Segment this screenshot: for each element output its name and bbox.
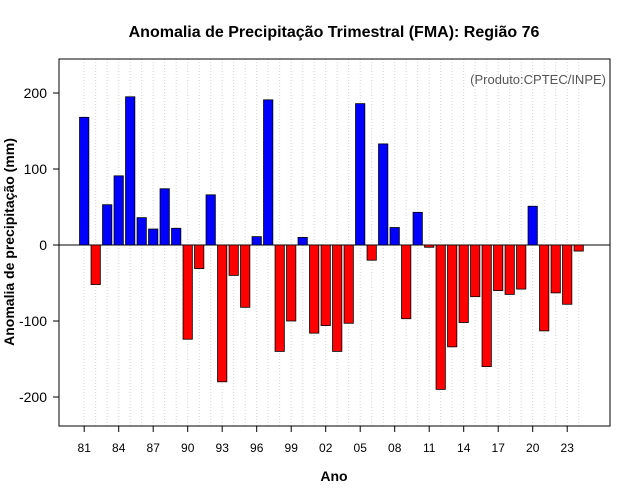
x-axis: 81 84 87 90 93 96 99 02 05 08 11 14 17 20 23 [78, 426, 575, 455]
bar-2009 [401, 244, 412, 320]
bar-2008 [389, 227, 400, 246]
bar-1985 [125, 96, 136, 246]
x-tick-label: 87 [147, 441, 161, 455]
bar-2011 [424, 244, 435, 248]
bar-1998 [274, 244, 285, 352]
bar-2004 [343, 244, 354, 324]
bar-1982 [90, 244, 101, 285]
y-tick-label: 200 [24, 85, 48, 101]
bar-1989 [171, 227, 182, 246]
bar-2021 [539, 244, 550, 332]
bar-2015 [470, 244, 481, 298]
x-tick-label: 20 [526, 441, 540, 455]
y-tick-label: 100 [24, 161, 48, 177]
chart-title: Anomalia de Precipitação Trimestral (FMA… [129, 24, 540, 41]
x-tick-label: 93 [216, 441, 230, 455]
y-tick-label: -100 [19, 313, 47, 329]
bar-1991 [194, 244, 205, 269]
bar-2019 [516, 244, 527, 290]
bar-2007 [378, 143, 389, 246]
bar-2012 [435, 244, 446, 390]
bar-2002 [320, 244, 331, 326]
product-annotation: (Produto:CPTEC/INPE) [470, 72, 606, 87]
x-tick-label: 84 [112, 441, 126, 455]
bar-1983 [102, 204, 113, 246]
bar-1993 [217, 244, 228, 383]
bar-2006 [366, 244, 377, 261]
bar-2000 [297, 236, 308, 246]
bar-1995 [240, 244, 251, 308]
x-tick-label: 17 [492, 441, 506, 455]
x-tick-label: 99 [285, 441, 299, 455]
x-tick-label: 90 [181, 441, 195, 455]
bar-1984 [113, 175, 124, 246]
bar-2024 [573, 244, 584, 252]
x-tick-label: 11 [423, 441, 436, 455]
bar-2010 [412, 211, 423, 246]
x-tick-label: 02 [319, 441, 333, 455]
plot-border [58, 58, 611, 427]
bar-1999 [286, 244, 297, 322]
bar-2017 [493, 244, 504, 291]
x-axis-label: Ano [320, 468, 347, 484]
bar-2016 [481, 244, 492, 367]
x-tick-label: 23 [561, 441, 575, 455]
bars [79, 96, 584, 390]
bar-2001 [309, 244, 320, 334]
x-tick-label: 96 [250, 441, 264, 455]
x-tick-label: 08 [388, 441, 402, 455]
x-tick-label: 81 [78, 441, 92, 455]
y-tick-label: 0 [39, 237, 47, 253]
x-tick-label: 14 [457, 441, 471, 455]
bar-1994 [228, 244, 239, 276]
bar-2023 [562, 244, 573, 305]
bar-2018 [504, 244, 515, 295]
bar-1990 [182, 244, 193, 340]
bar-2014 [458, 244, 469, 323]
bar-1986 [136, 217, 147, 246]
bar-2005 [355, 103, 366, 246]
bar-1996 [251, 236, 262, 246]
bar-2020 [527, 205, 538, 246]
bar-2022 [550, 244, 561, 294]
x-tick-label: 05 [354, 441, 368, 455]
bar-2003 [332, 244, 343, 352]
y-axis: -200 -100 0 100 200 [19, 85, 59, 405]
y-axis-label: Anomalia de precipitação (mm) [1, 138, 17, 346]
y-tick-label: -200 [19, 389, 47, 405]
bar-1997 [263, 99, 274, 246]
bar-1987 [148, 228, 159, 246]
bar-2013 [447, 244, 458, 348]
bar-1992 [205, 194, 216, 246]
bar-1981 [79, 116, 90, 246]
bar-1988 [159, 188, 170, 246]
